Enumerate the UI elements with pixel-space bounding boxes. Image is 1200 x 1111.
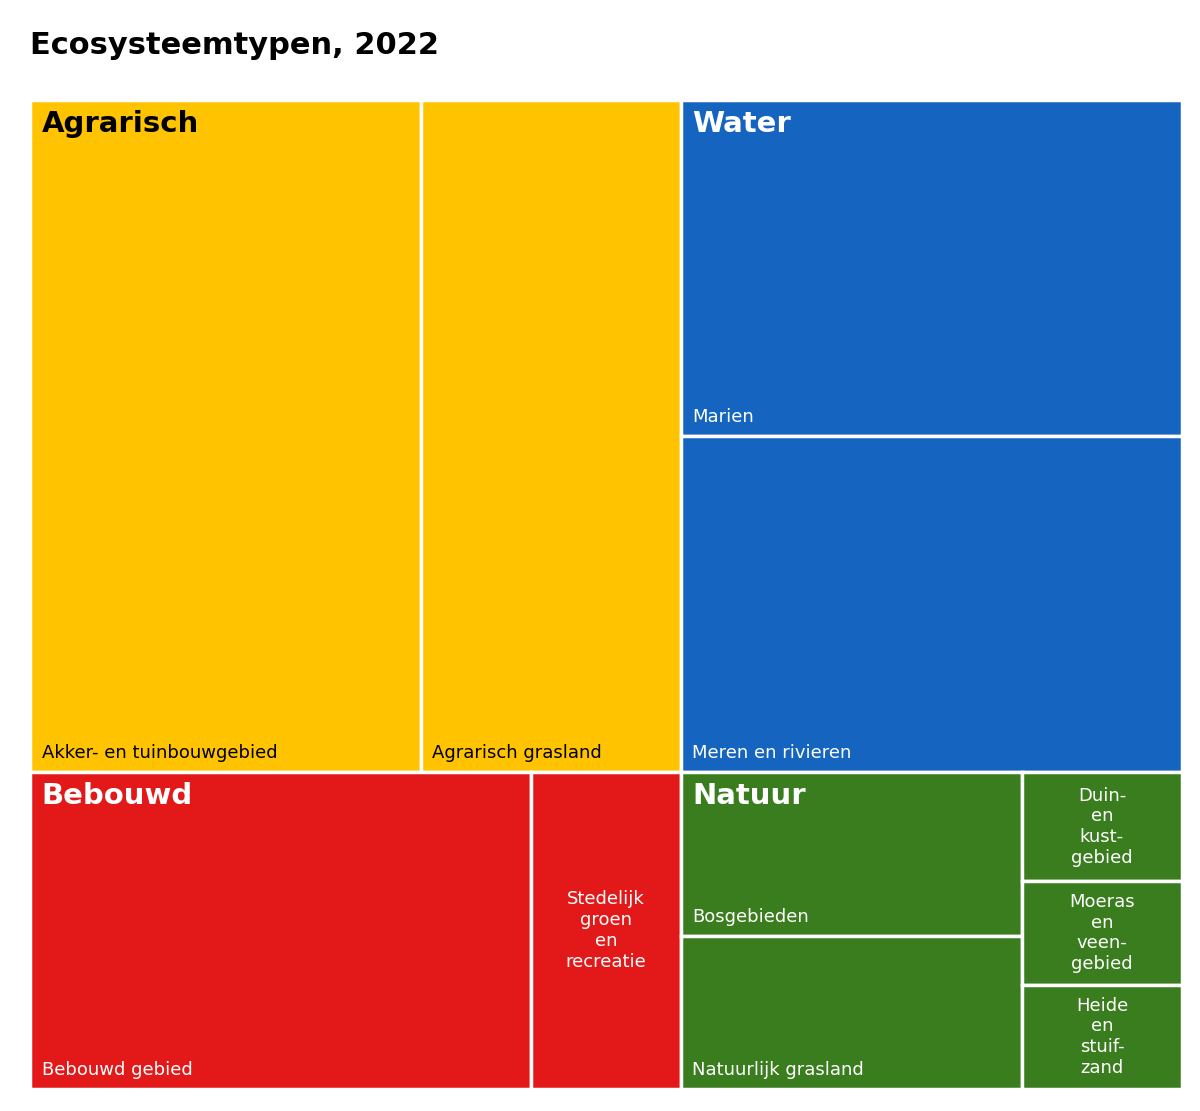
Text: Bebouwd: Bebouwd: [42, 782, 193, 810]
Text: Meren en rivieren: Meren en rivieren: [692, 744, 852, 762]
Bar: [30, 772, 532, 1089]
Text: Agrarisch: Agrarisch: [42, 110, 199, 138]
Text: Natuur: Natuur: [692, 782, 806, 810]
Bar: [680, 772, 1022, 935]
Bar: [1022, 772, 1182, 881]
Bar: [680, 935, 1022, 1089]
Text: Duin-
en
kust-
gebied: Duin- en kust- gebied: [1072, 787, 1133, 867]
Bar: [532, 772, 680, 1089]
Bar: [1022, 985, 1182, 1089]
Text: Heide
en
stuif-
zand: Heide en stuif- zand: [1076, 997, 1128, 1077]
Text: Bebouwd gebied: Bebouwd gebied: [42, 1061, 192, 1079]
Bar: [420, 100, 680, 772]
Bar: [680, 100, 1182, 437]
Text: Ecosysteemtypen, 2022: Ecosysteemtypen, 2022: [30, 31, 439, 60]
Text: Marien: Marien: [692, 408, 754, 427]
Bar: [680, 437, 1182, 772]
Text: Stedelijk
groen
en
recreatie: Stedelijk groen en recreatie: [565, 890, 647, 971]
Text: Bosgebieden: Bosgebieden: [692, 908, 809, 925]
Text: Natuurlijk grasland: Natuurlijk grasland: [692, 1061, 864, 1079]
Text: Agrarisch grasland: Agrarisch grasland: [432, 744, 601, 762]
Text: Water: Water: [692, 110, 791, 138]
Text: Moeras
en
veen-
gebied: Moeras en veen- gebied: [1069, 893, 1135, 973]
Bar: [30, 100, 420, 772]
Bar: [1022, 881, 1182, 985]
Text: Akker- en tuinbouwgebied: Akker- en tuinbouwgebied: [42, 744, 277, 762]
